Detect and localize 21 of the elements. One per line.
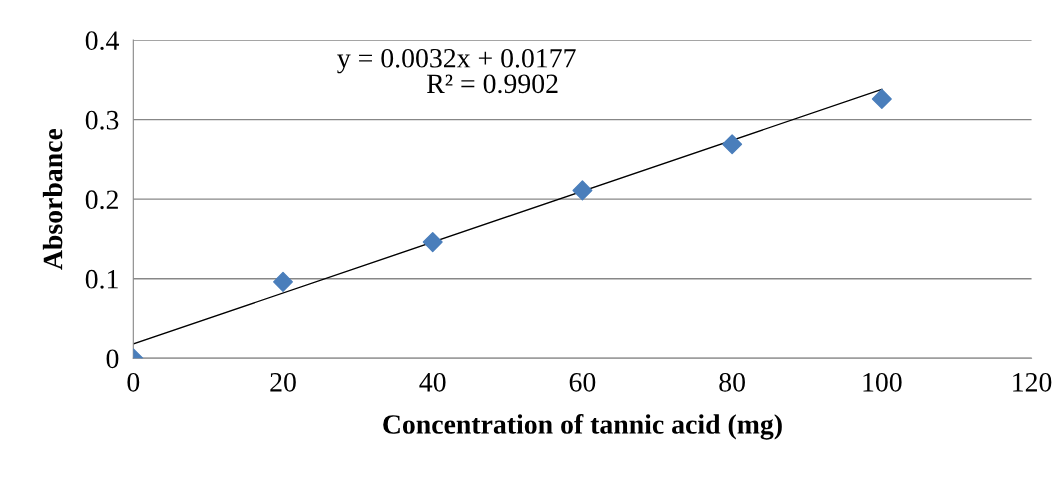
x-tick-label: 0: [127, 372, 140, 392]
x-axis-title: Concentration of tannic acid (mg): [383, 413, 782, 440]
point: [871, 88, 892, 109]
x-tick-label: 60: [569, 372, 596, 392]
x-tick-label: 40: [419, 372, 446, 392]
annotation: y = 0.0032x + 0.0177: [337, 48, 576, 74]
x-tick-label: 120: [1013, 372, 1052, 392]
x-tick-label: 100: [863, 372, 902, 392]
y-tick-label: 0.4: [85, 31, 119, 51]
point: [722, 134, 743, 155]
y-tick-label: 0: [106, 349, 119, 369]
y-tick-label: 0.2: [85, 190, 118, 210]
y-tick-label: 0.1: [85, 269, 118, 289]
y-tick-label: 0.3: [85, 110, 119, 130]
annotation: R² = 0.9902: [427, 74, 558, 94]
x-tick-label: 80: [719, 372, 745, 392]
y-axis-title: Absorbance: [42, 128, 63, 270]
point: [422, 232, 443, 253]
x-tick-label: 20: [270, 372, 296, 392]
point: [572, 180, 593, 201]
point: [273, 271, 294, 292]
